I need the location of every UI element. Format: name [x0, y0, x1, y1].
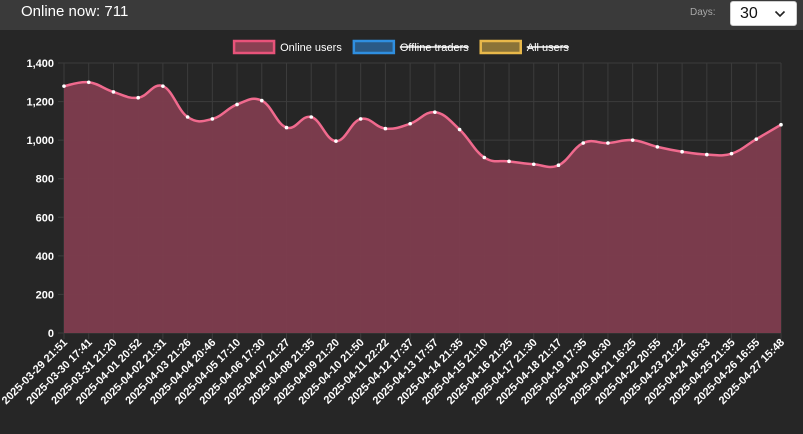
data-point: [259, 98, 264, 103]
data-point: [729, 151, 734, 156]
y-tick-label: 600: [36, 212, 54, 224]
data-point: [705, 152, 709, 157]
data-point: [111, 90, 116, 94]
data-point: [779, 122, 783, 127]
data-point: [185, 115, 190, 119]
data-point: [507, 159, 511, 164]
data-point: [161, 84, 165, 88]
chart-area: 0 200 400 600 800 1,000 1,200 1,400 2025-03-29 2…: [0, 30, 803, 434]
chevron-down-icon: [774, 10, 786, 18]
data-point: [433, 110, 437, 114]
data-point: [334, 139, 338, 143]
data-point: [408, 121, 412, 126]
legend: Online users Offline traders All users: [232, 39, 570, 55]
data-point: [482, 155, 487, 160]
data-point: [680, 149, 684, 154]
data-point: [531, 162, 536, 167]
data-point: [235, 102, 239, 107]
header-bar: Online now: 711 Days: 30: [0, 0, 803, 30]
y-tick-label: 1,200: [26, 97, 54, 109]
data-point: [383, 126, 388, 131]
data-point: [754, 137, 759, 141]
data-point: [136, 95, 140, 100]
data-point: [62, 84, 66, 88]
y-tick-label: 800: [36, 174, 54, 186]
data-point: [581, 141, 586, 145]
y-tick-label: 1,400: [26, 58, 54, 70]
legend-label: Offline traders: [400, 42, 469, 54]
legend-item[interactable]: Online users: [232, 39, 342, 55]
data-point: [630, 138, 635, 142]
days-select-value: 30: [740, 5, 758, 22]
days-label: Days:: [690, 7, 716, 18]
legend-item[interactable]: All users: [479, 39, 570, 55]
data-point: [210, 117, 215, 121]
legend-label: All users: [527, 42, 570, 54]
data-point: [309, 115, 314, 119]
data-point: [86, 80, 91, 85]
legend-swatch: [479, 39, 522, 55]
data-point: [655, 145, 660, 149]
y-tick-label: 0: [48, 328, 54, 340]
online-now-title: Online now: 711: [21, 3, 129, 20]
days-select[interactable]: 30: [730, 1, 797, 26]
legend-swatch: [232, 39, 276, 55]
legend-swatch: [352, 39, 396, 55]
legend-label: Online users: [280, 42, 342, 54]
y-tick-label: 200: [36, 289, 54, 301]
legend-item[interactable]: Offline traders: [352, 39, 469, 55]
data-point: [284, 125, 289, 130]
data-point: [606, 141, 610, 145]
y-tick-label: 400: [36, 251, 54, 263]
data-point: [556, 163, 561, 168]
series-area: [64, 82, 781, 333]
series-line: [63, 80, 782, 169]
y-tick-label: 1,000: [26, 135, 54, 147]
data-point: [457, 127, 462, 132]
data-point: [358, 117, 363, 121]
